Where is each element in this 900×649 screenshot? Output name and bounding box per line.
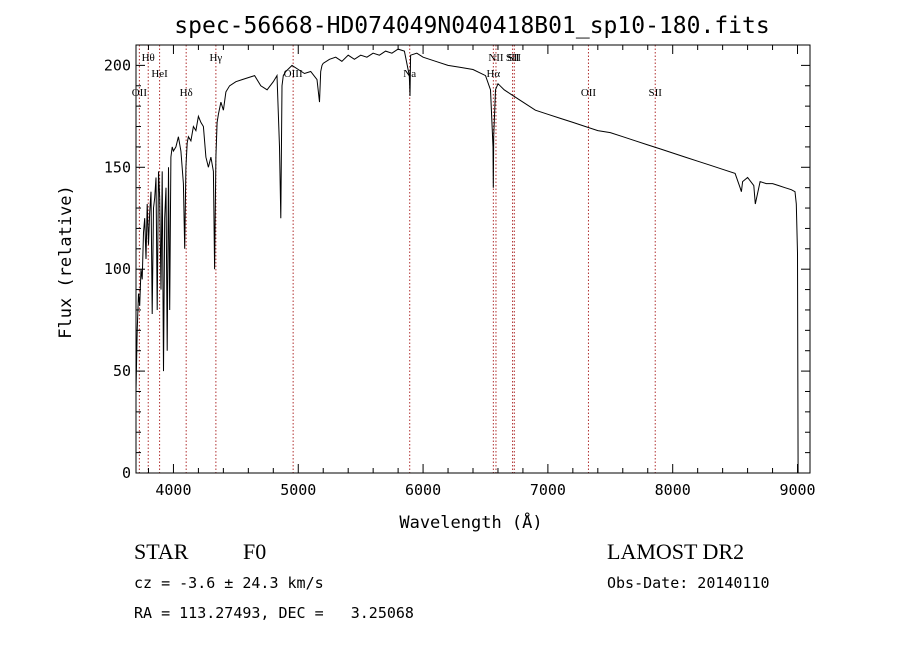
- x-axis-label: Wavelength (Å): [399, 511, 542, 533]
- y-tick-label: 50: [113, 362, 131, 380]
- spectral-line-label: OII: [132, 87, 148, 99]
- spectral-line-label: Hθ: [142, 52, 155, 64]
- x-tick-label: 4000: [155, 481, 191, 499]
- object-subclass: F0: [243, 539, 267, 564]
- spectral-line-label: Na: [403, 68, 416, 80]
- object-type: STAR: [134, 539, 189, 564]
- y-tick-label: 0: [122, 464, 131, 482]
- x-tick-label: 6000: [405, 481, 441, 499]
- x-tick-label: 5000: [280, 481, 316, 499]
- spectral-line-label: SII: [649, 87, 663, 99]
- chart-title: spec-56668-HD074049N040418B01_sp10-180.f…: [174, 13, 769, 39]
- survey-name: LAMOST DR2: [607, 539, 745, 564]
- spectral-line-label: Hα: [486, 68, 500, 80]
- x-tick-label: 9000: [779, 481, 815, 499]
- observation-date: Obs-Date: 20140110: [607, 574, 770, 592]
- y-tick-label: 150: [104, 158, 131, 176]
- spectral-line-label: OIII: [284, 68, 303, 80]
- spectral-line-label: NII: [488, 52, 504, 64]
- spectral-line-label: SII: [508, 52, 522, 64]
- y-tick-label: 200: [104, 56, 131, 74]
- axis-ticks: 4000 5000 6000 7000 8000 9000 0 50 100 150 200: [104, 44, 816, 499]
- spectral-line-label: SII: [506, 52, 520, 64]
- y-axis-label: Flux (relative): [56, 185, 76, 339]
- x-tick-label: 8000: [655, 481, 691, 499]
- spectral-line-label: OII: [581, 87, 597, 99]
- spectrum-chart: spec-56668-HD074049N040418B01_sp10-180.f…: [56, 13, 816, 533]
- plot-frame: [135, 44, 811, 474]
- y-tick-label: 100: [104, 260, 131, 278]
- spectrum-series-line: [135, 48, 799, 474]
- spectral-line-label: Hδ: [180, 87, 193, 99]
- spectral-line-label: HeI: [151, 68, 168, 80]
- ra-dec-coordinates: RA = 113.27493, DEC = 3.25068: [134, 604, 414, 622]
- x-tick-label: 7000: [530, 481, 566, 499]
- spectral-line-label: Hγ: [209, 52, 222, 64]
- redshift-cz: cz = -3.6 ± 24.3 km/s: [134, 574, 324, 592]
